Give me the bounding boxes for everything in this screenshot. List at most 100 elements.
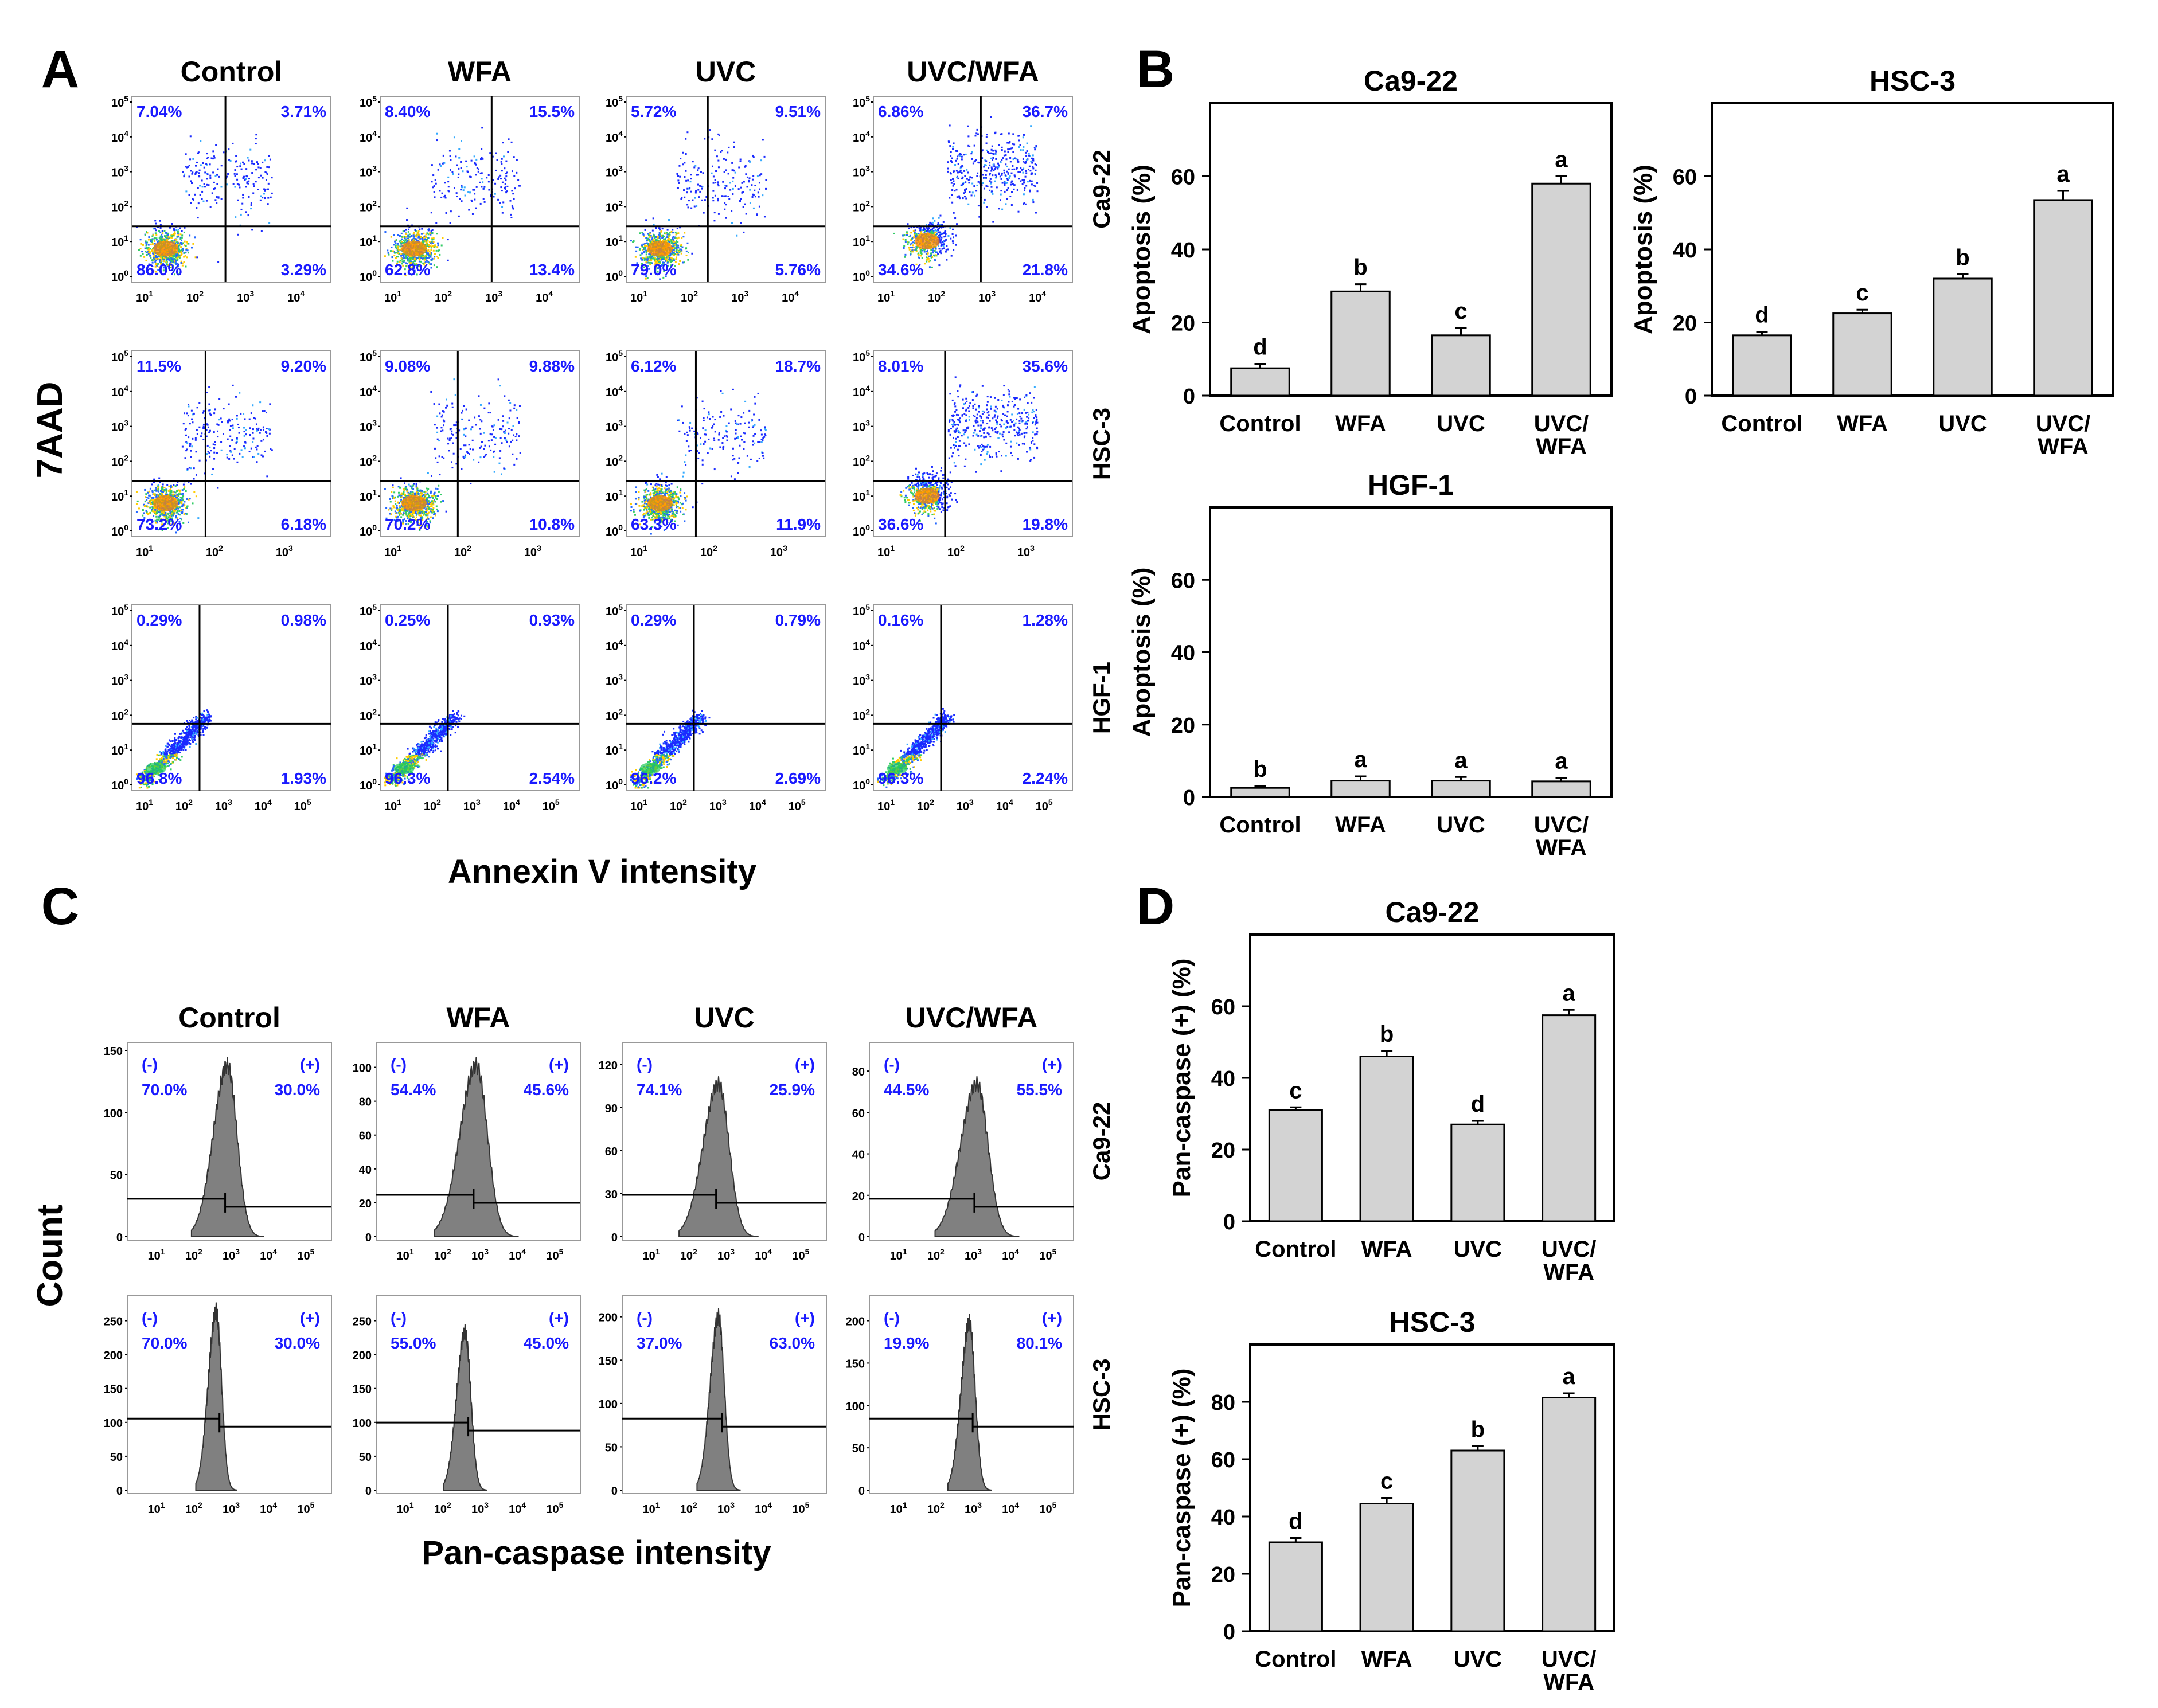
- quadrant-lower-right: 3.29%: [281, 261, 326, 279]
- event-dot: [423, 514, 425, 516]
- event-dot: [259, 432, 261, 434]
- quadrant-lower-right: 6.18%: [281, 515, 326, 533]
- event-dot: [206, 444, 209, 447]
- event-dot: [422, 240, 424, 243]
- event-dot: [453, 424, 455, 427]
- event-dot: [154, 259, 156, 261]
- event-dot: [506, 185, 509, 187]
- event-dot: [1023, 181, 1025, 183]
- event-dot: [665, 255, 668, 257]
- event-dot: [264, 159, 266, 162]
- event-dot: [513, 407, 516, 409]
- event-dot: [655, 258, 658, 260]
- event-dot: [954, 190, 956, 192]
- event-dot: [493, 436, 495, 438]
- event-dot: [262, 197, 264, 199]
- event-dot: [238, 183, 240, 186]
- event-dot: [149, 252, 151, 255]
- event-dot: [185, 248, 188, 251]
- event-dot: [200, 435, 202, 437]
- event-dot: [1020, 180, 1022, 182]
- event-dot: [235, 441, 237, 444]
- event-dot: [395, 257, 397, 259]
- event-dot: [139, 239, 142, 241]
- event-dot: [410, 487, 412, 490]
- event-dot: [464, 454, 466, 456]
- event-dot: [245, 168, 248, 170]
- event-dot: [153, 240, 155, 242]
- event-dot: [676, 251, 678, 253]
- event-dot: [184, 244, 186, 247]
- event-dot: [679, 226, 681, 229]
- event-dot: [157, 511, 159, 514]
- event-dot: [477, 170, 479, 173]
- event-dot: [638, 248, 641, 251]
- event-dot: [997, 162, 999, 165]
- event-dot: [245, 433, 247, 436]
- event-dot: [185, 513, 187, 515]
- event-dot: [149, 248, 151, 250]
- event-dot: [255, 181, 257, 183]
- event-dot: [176, 497, 178, 499]
- event-dot: [161, 494, 163, 497]
- event-dot: [697, 183, 700, 186]
- event-dot: [151, 259, 153, 261]
- event-dot: [171, 266, 174, 268]
- event-dot: [240, 412, 242, 415]
- event-dot: [926, 260, 928, 263]
- event-dot: [164, 518, 166, 520]
- event-dot: [643, 248, 646, 250]
- event-dot: [669, 255, 672, 257]
- event-dot: [904, 241, 907, 243]
- event-dot: [427, 488, 430, 490]
- event-dot: [650, 234, 652, 237]
- event-dot: [966, 178, 968, 180]
- event-dot: [661, 234, 663, 237]
- event-dot: [191, 182, 193, 185]
- event-dot: [904, 239, 907, 241]
- event-dot: [192, 171, 194, 174]
- event-dot: [178, 510, 181, 513]
- event-dot: [677, 175, 679, 177]
- tick-label: 101: [360, 233, 377, 249]
- event-dot: [1014, 175, 1016, 178]
- event-dot: [257, 189, 259, 191]
- event-dot: [639, 232, 641, 234]
- event-dot: [734, 185, 736, 187]
- event-dot: [945, 248, 947, 251]
- event-dot: [212, 158, 214, 160]
- event-dot: [651, 241, 654, 243]
- event-dot: [262, 177, 264, 179]
- event-dot: [214, 175, 217, 177]
- event-dot: [168, 485, 170, 487]
- event-dot: [412, 267, 414, 269]
- event-dot: [271, 192, 273, 194]
- event-dot: [1032, 158, 1035, 160]
- event-dot: [424, 251, 427, 253]
- event-dot: [1005, 163, 1007, 166]
- event-dot: [408, 269, 411, 271]
- event-dot: [439, 190, 441, 192]
- event-dot: [413, 257, 416, 260]
- event-dot: [161, 523, 163, 526]
- event-dot: [732, 180, 734, 182]
- event-dot: [727, 196, 729, 198]
- event-dot: [942, 221, 945, 223]
- event-dot: [664, 232, 666, 234]
- event-dot: [494, 182, 497, 185]
- event-dot: [659, 235, 661, 237]
- event-dot: [443, 424, 445, 427]
- event-dot: [1023, 193, 1025, 196]
- event-dot: [195, 165, 197, 167]
- event-dot: [161, 528, 163, 530]
- event-dot: [158, 511, 160, 513]
- event-dot: [751, 178, 754, 181]
- event-dot: [1000, 133, 1002, 135]
- event-dot: [712, 175, 715, 178]
- event-dot: [677, 241, 679, 243]
- event-dot: [177, 501, 179, 503]
- tick-label: 102: [206, 544, 223, 559]
- event-dot: [1003, 171, 1005, 174]
- event-dot: [671, 251, 673, 253]
- event-dot: [190, 483, 192, 485]
